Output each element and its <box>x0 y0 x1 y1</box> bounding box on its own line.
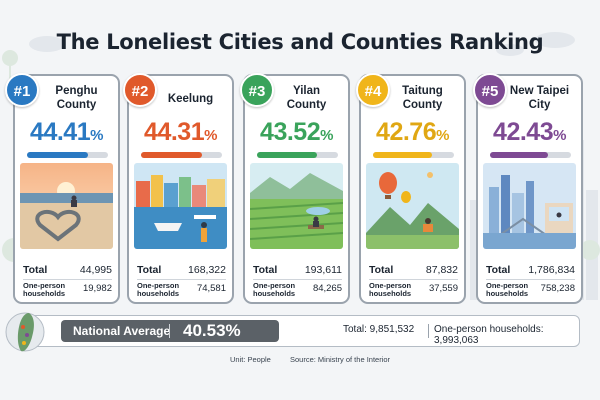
divider <box>23 279 112 280</box>
percentage-bar <box>490 152 549 158</box>
city-name: Penghu County <box>55 85 98 111</box>
national-average-badge: National Average 40.53% <box>61 320 279 342</box>
divider <box>137 279 226 280</box>
percentage-bar <box>27 152 89 158</box>
percentage-value: 42.43% <box>493 118 566 146</box>
percentage-bar <box>373 152 432 158</box>
divider <box>253 279 342 280</box>
rank-badge: #4 <box>356 73 390 107</box>
percentage-bar-track <box>27 152 108 158</box>
national-average-value: 40.53% <box>183 321 241 340</box>
divider <box>369 279 458 280</box>
one-person-row: One-person households 84,265 <box>253 281 342 298</box>
percentage-bar <box>141 152 202 158</box>
percentage-value: 44.31% <box>144 118 217 146</box>
city-name: Keelung <box>167 93 214 105</box>
total-row: Total 44,995 <box>23 264 112 276</box>
percentage-bar-track <box>141 152 222 158</box>
national-one-person: One-person households: 3,993,063 <box>434 324 544 346</box>
one-person-row: One-person households 37,559 <box>369 281 458 298</box>
divider <box>486 279 575 280</box>
national-average-panel: National Average 40.53% Total: 9,851,532… <box>12 315 580 347</box>
national-total: Total: 9,851,532 <box>343 324 415 335</box>
page-title: The Loneliest Cities and Counties Rankin… <box>56 30 544 54</box>
rank-badge: #1 <box>5 73 39 107</box>
percentage-value: 43.52% <box>260 118 333 146</box>
beach-heart-illustration <box>20 163 113 249</box>
city-name: Yilan County <box>286 85 327 111</box>
rice-field-illustration <box>250 163 343 249</box>
taiwan-map-icon <box>5 312 45 352</box>
rank-badge: #5 <box>473 73 507 107</box>
one-person-row: One-person households 19,982 <box>23 281 112 298</box>
total-row: Total 87,832 <box>369 264 458 276</box>
total-row: Total 168,322 <box>137 264 226 276</box>
unit-note: Unit: People <box>230 355 271 364</box>
total-row: Total 1,786,834 <box>486 264 575 276</box>
harbor-illustration <box>134 163 227 249</box>
separator <box>169 324 170 338</box>
percentage-bar <box>257 152 317 158</box>
city-name: Taitung County <box>402 85 443 111</box>
one-person-row: One-person households 758,238 <box>486 281 575 298</box>
percentage-bar-track <box>257 152 338 158</box>
percentage-bar-track <box>490 152 571 158</box>
one-person-row: One-person households 74,581 <box>137 281 226 298</box>
rank-badge: #3 <box>240 73 274 107</box>
separator <box>428 324 429 338</box>
rank-card-taitung: Taitung County 42.76% Total 87,832 One-pe… <box>359 74 466 304</box>
rank-card-new-taipei: New Taipei City 42.43% Total 1,786,834 On… <box>476 74 583 304</box>
source-note: Source: Ministry of the Interior <box>290 355 391 364</box>
national-average-label: National Average <box>73 324 171 338</box>
percentage-bar-track <box>373 152 454 158</box>
city-name: New Taipei City <box>509 85 570 111</box>
rank-card-yilan: Yilan County 43.52% Total 193,611 One-per… <box>243 74 350 304</box>
rank-card-penghu: Penghu County 44.41% Total 44,995 One-per… <box>13 74 120 304</box>
percentage-value: 44.41% <box>30 118 103 146</box>
total-row: Total 193,611 <box>253 264 342 276</box>
percentage-value: 42.76% <box>376 118 449 146</box>
rank-badge: #2 <box>123 73 157 107</box>
hot-air-balloon-illustration <box>366 163 459 249</box>
rank-card-keelung: Keelung 44.31% Total 168,322 One-person ho… <box>127 74 234 304</box>
city-skyline-illustration <box>483 163 576 249</box>
